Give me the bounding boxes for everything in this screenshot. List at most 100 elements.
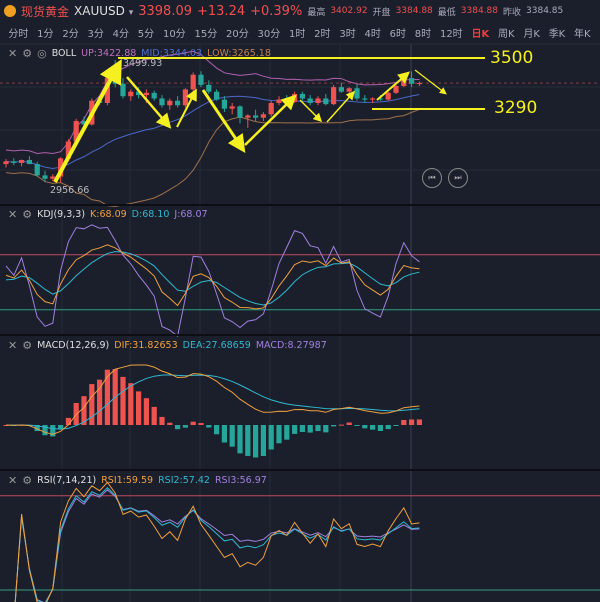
close-icon[interactable]: ✕: [8, 474, 18, 487]
timeframe-tab[interactable]: 分时: [8, 29, 29, 40]
trend-arrow: [53, 58, 122, 183]
price-change: +13.24: [197, 3, 246, 19]
macd-histogram-bar: [370, 425, 376, 430]
kdj-d-line: [5, 251, 420, 306]
symbol-selector[interactable]: XAUUSD ▾: [74, 4, 133, 18]
timeframe-tab[interactable]: 12时: [439, 29, 463, 40]
candle: [120, 83, 126, 97]
candle: [151, 92, 157, 99]
timeframe-tab[interactable]: 4分: [112, 29, 130, 40]
high-label: 最高: [307, 7, 326, 18]
macd-histogram-bar: [416, 419, 422, 425]
macd-histogram-bar: [253, 425, 259, 458]
macd-histogram-bar: [276, 425, 282, 444]
macd-histogram-bar: [65, 417, 71, 425]
timeframe-tab[interactable]: 2分: [62, 29, 79, 40]
macd-histogram-bar: [128, 383, 134, 425]
timeframe-tab[interactable]: 日K: [471, 29, 490, 40]
macd-histogram-bar: [331, 425, 337, 427]
gear-icon[interactable]: ⚙: [22, 47, 33, 60]
skip-back-button[interactable]: ⏮: [422, 168, 442, 188]
open-value: 3384.88: [395, 6, 433, 16]
candle: [346, 88, 352, 92]
close-icon[interactable]: ✕: [8, 47, 18, 60]
boll-low: LOW:3265.18: [207, 48, 271, 59]
candle: [11, 161, 17, 163]
last-price: 3398.09: [138, 3, 192, 19]
low-value: 3384.88: [460, 6, 499, 16]
timeframe-tab[interactable]: 3时: [339, 29, 356, 40]
timeframe-tab[interactable]: 年K: [574, 29, 591, 40]
macd-histogram-bar: [377, 425, 383, 432]
high-value: 3402.92: [330, 6, 368, 16]
kdj-d: D:68.10: [131, 209, 170, 220]
candle: [198, 74, 204, 85]
macd-histogram-bar: [401, 420, 407, 425]
candle: [42, 175, 48, 179]
macd-histogram-bar: [409, 419, 415, 425]
timeframe-tab[interactable]: 20分: [225, 29, 249, 40]
candle: [323, 98, 329, 105]
macd-histogram-bar: [346, 422, 352, 425]
macd-histogram-bar: [58, 425, 64, 430]
pane-divider[interactable]: [0, 334, 600, 336]
timeframe-tab[interactable]: 8时: [414, 29, 432, 40]
candle: [34, 164, 40, 176]
macd-dea: DEA:27.68659: [182, 340, 251, 351]
macd-histogram-bar: [362, 425, 368, 429]
candle: [58, 158, 64, 177]
candle: [65, 141, 71, 159]
close-icon[interactable]: ✕: [8, 208, 18, 221]
eye-icon[interactable]: ◎: [37, 47, 47, 60]
timeframe-tab[interactable]: 1时: [289, 29, 306, 40]
candle: [190, 74, 196, 90]
trend-arrow: [176, 88, 197, 128]
timeframe-tab[interactable]: 3分: [87, 29, 104, 40]
trend-arrow: [326, 90, 356, 123]
timeframe-tab[interactable]: 2时: [314, 29, 331, 40]
trend-arrow: [376, 71, 411, 101]
boll-mid-line: [5, 93, 420, 169]
kdj-k: K:68.09: [90, 209, 127, 220]
timeframe-tab[interactable]: 5分: [137, 29, 155, 40]
gear-icon[interactable]: ⚙: [22, 474, 33, 487]
timeframe-tab[interactable]: 季K: [548, 29, 566, 40]
pane-divider[interactable]: [0, 469, 600, 471]
pane-divider[interactable]: [0, 204, 600, 206]
timeframe-tab[interactable]: 4时: [364, 29, 381, 40]
macd-histogram-bar: [89, 384, 95, 425]
timeframe-tab[interactable]: 周K: [498, 29, 515, 40]
instrument-name: 现货黄金: [21, 4, 70, 19]
candle: [136, 91, 142, 96]
gear-icon[interactable]: ⚙: [22, 208, 33, 221]
timeframe-tabs: 分时 1分 2分 3分 4分 5分 10分 15分 20分 30分 1时 2时 3时 4时 6时 8时 12时日…: [0, 22, 600, 42]
close-icon[interactable]: ✕: [8, 339, 18, 352]
rsi1-line: [14, 481, 420, 602]
timeframe-tab[interactable]: 6时: [389, 29, 407, 40]
macd-histogram-bar: [260, 425, 266, 456]
candle: [19, 160, 25, 163]
macd-histogram-bar: [143, 398, 149, 425]
macd-histogram-bar: [338, 424, 344, 426]
min-price-label: 2956.66: [50, 185, 90, 196]
price-change-pct: +0.39%: [250, 3, 303, 19]
skip-forward-button[interactable]: ⏭: [448, 168, 468, 188]
boll-name: BOLL: [51, 48, 77, 59]
candle: [221, 99, 227, 109]
macd-histogram-bar: [50, 425, 56, 437]
timeframe-tab[interactable]: 月K: [523, 29, 540, 40]
timeframe-tab[interactable]: 10分: [162, 29, 186, 40]
chevron-down-icon: ▾: [128, 8, 134, 18]
timeframe-tab[interactable]: 1分: [37, 29, 54, 40]
timeframe-tab[interactable]: 15分: [194, 29, 218, 40]
candle: [167, 100, 173, 106]
candle: [214, 91, 220, 100]
macd-histogram-bar: [315, 425, 321, 432]
gear-icon[interactable]: ⚙: [22, 339, 33, 352]
macd-histogram-bar: [136, 391, 142, 425]
candle: [268, 102, 274, 115]
candle: [104, 78, 110, 103]
timeframe-tab[interactable]: 30分: [257, 29, 281, 40]
macd-dif: DIF:31.82653: [114, 340, 178, 351]
